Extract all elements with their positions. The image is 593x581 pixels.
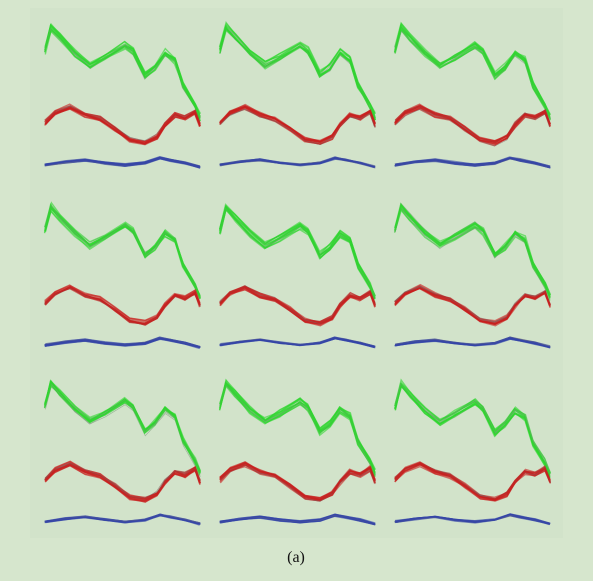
curve <box>219 382 376 475</box>
curve <box>393 381 551 474</box>
caption: (a) <box>287 549 305 566</box>
curve <box>394 157 551 169</box>
curve <box>394 338 551 349</box>
curve <box>395 336 550 349</box>
curve <box>394 285 551 323</box>
curve <box>44 337 200 348</box>
panel <box>218 203 377 349</box>
curve <box>394 383 551 474</box>
curve <box>394 105 551 143</box>
curve <box>219 379 376 474</box>
curve <box>219 286 376 324</box>
panel <box>43 379 202 526</box>
curve <box>44 380 201 471</box>
curve <box>219 108 375 146</box>
curve <box>44 103 201 143</box>
panel <box>43 201 202 350</box>
panel <box>393 202 552 349</box>
curve <box>394 461 551 500</box>
curve <box>219 106 376 142</box>
curve <box>44 284 201 322</box>
curve <box>44 157 201 168</box>
curve <box>219 287 376 326</box>
curve <box>219 207 376 299</box>
panel-grid <box>43 20 552 526</box>
curve <box>44 464 201 501</box>
curve <box>219 337 376 348</box>
curve <box>219 462 376 499</box>
curve <box>44 201 201 297</box>
curve <box>395 108 550 147</box>
curve <box>395 514 551 525</box>
curve <box>44 108 201 146</box>
panel <box>393 378 552 526</box>
curve <box>219 513 375 525</box>
panel <box>218 20 377 169</box>
curve <box>44 514 201 525</box>
curve <box>395 156 551 167</box>
curve <box>394 384 551 478</box>
panel <box>393 21 552 169</box>
panel <box>218 378 377 526</box>
figure-panel <box>30 8 563 538</box>
panel <box>43 22 202 169</box>
curve <box>44 286 201 325</box>
curve <box>394 206 551 298</box>
curve <box>394 287 551 325</box>
curve <box>44 28 201 122</box>
curve <box>394 513 551 524</box>
curve <box>394 103 552 142</box>
curve <box>219 463 376 501</box>
curve <box>394 23 551 116</box>
curve <box>219 29 376 121</box>
curve <box>219 515 376 526</box>
curve <box>220 156 375 168</box>
